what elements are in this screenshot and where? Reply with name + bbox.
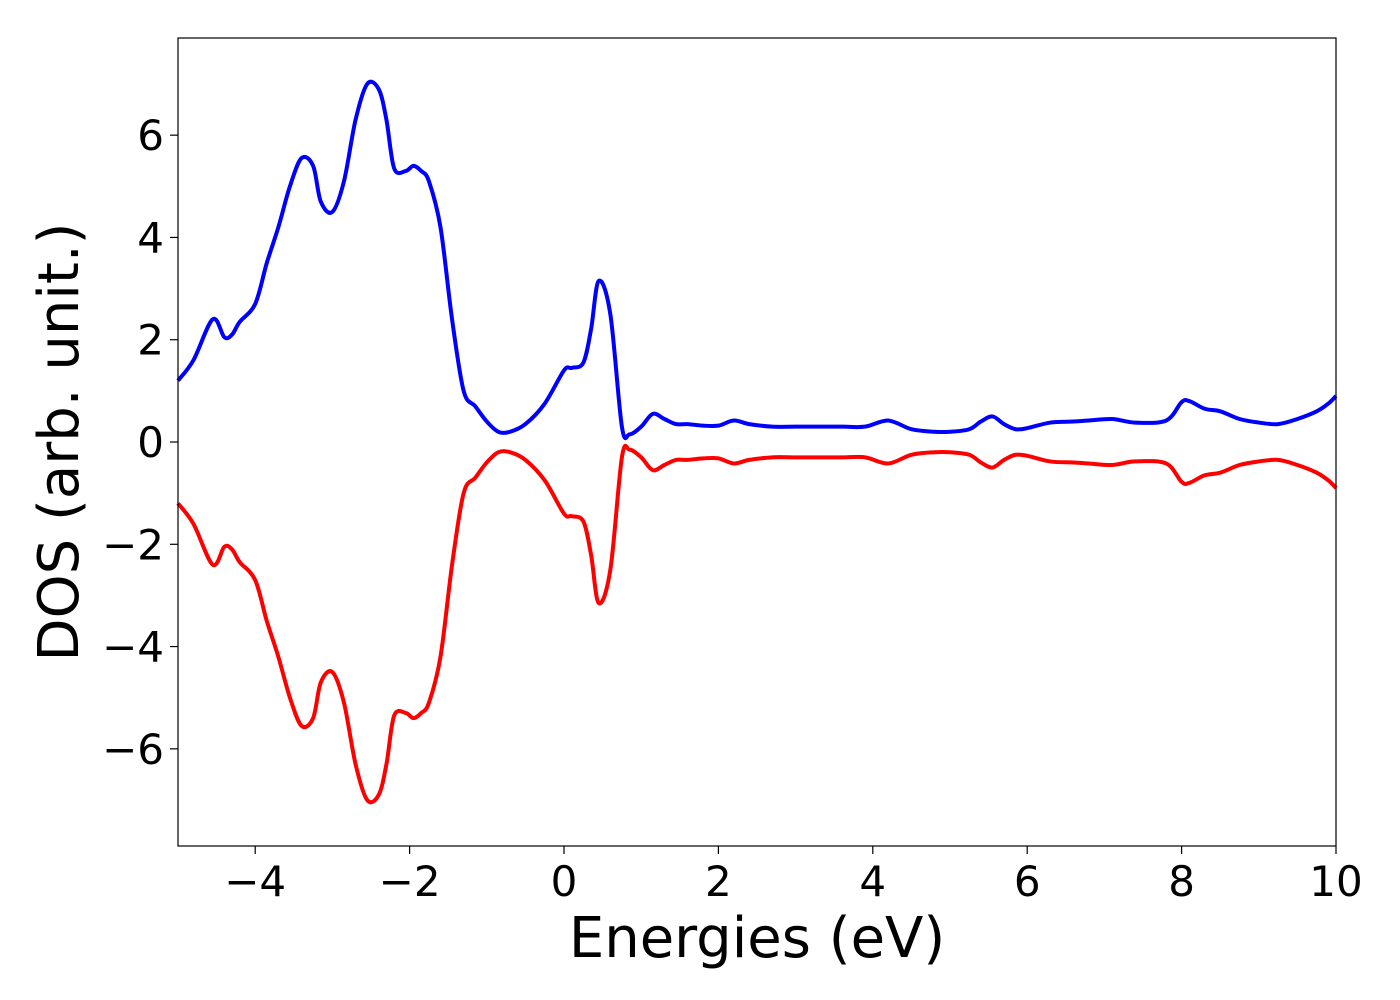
x-tick-label: −4 bbox=[224, 857, 286, 906]
y-axis-label: DOS (arb. unit.) bbox=[27, 222, 92, 661]
y-tick-label: −2 bbox=[102, 520, 164, 569]
dos-spin-down-line bbox=[176, 443, 1338, 805]
dos-spin-up-line bbox=[176, 79, 1338, 441]
series-layer bbox=[176, 79, 1338, 805]
x-axis-ticks: −4 −2 0 2 4 6 8 10 bbox=[224, 846, 1363, 906]
y-axis-ticks: −6 −4 −2 0 2 4 6 bbox=[102, 111, 178, 774]
x-tick-label: −2 bbox=[379, 857, 441, 906]
y-tick-label: 6 bbox=[137, 111, 164, 160]
x-tick-label: 4 bbox=[859, 857, 886, 906]
y-tick-label: 2 bbox=[137, 316, 164, 365]
x-axis-label: Energies (eV) bbox=[569, 906, 945, 971]
x-tick-label: 10 bbox=[1309, 857, 1362, 906]
y-tick-label: 0 bbox=[137, 418, 164, 467]
x-tick-label: 6 bbox=[1014, 857, 1041, 906]
y-tick-label: −4 bbox=[102, 623, 164, 672]
plot-frame bbox=[177, 37, 1337, 847]
y-tick-label: 4 bbox=[137, 213, 164, 262]
y-tick-label: −6 bbox=[102, 725, 164, 774]
x-tick-label: 8 bbox=[1168, 857, 1195, 906]
x-tick-label: 0 bbox=[551, 857, 578, 906]
x-tick-label: 2 bbox=[705, 857, 732, 906]
